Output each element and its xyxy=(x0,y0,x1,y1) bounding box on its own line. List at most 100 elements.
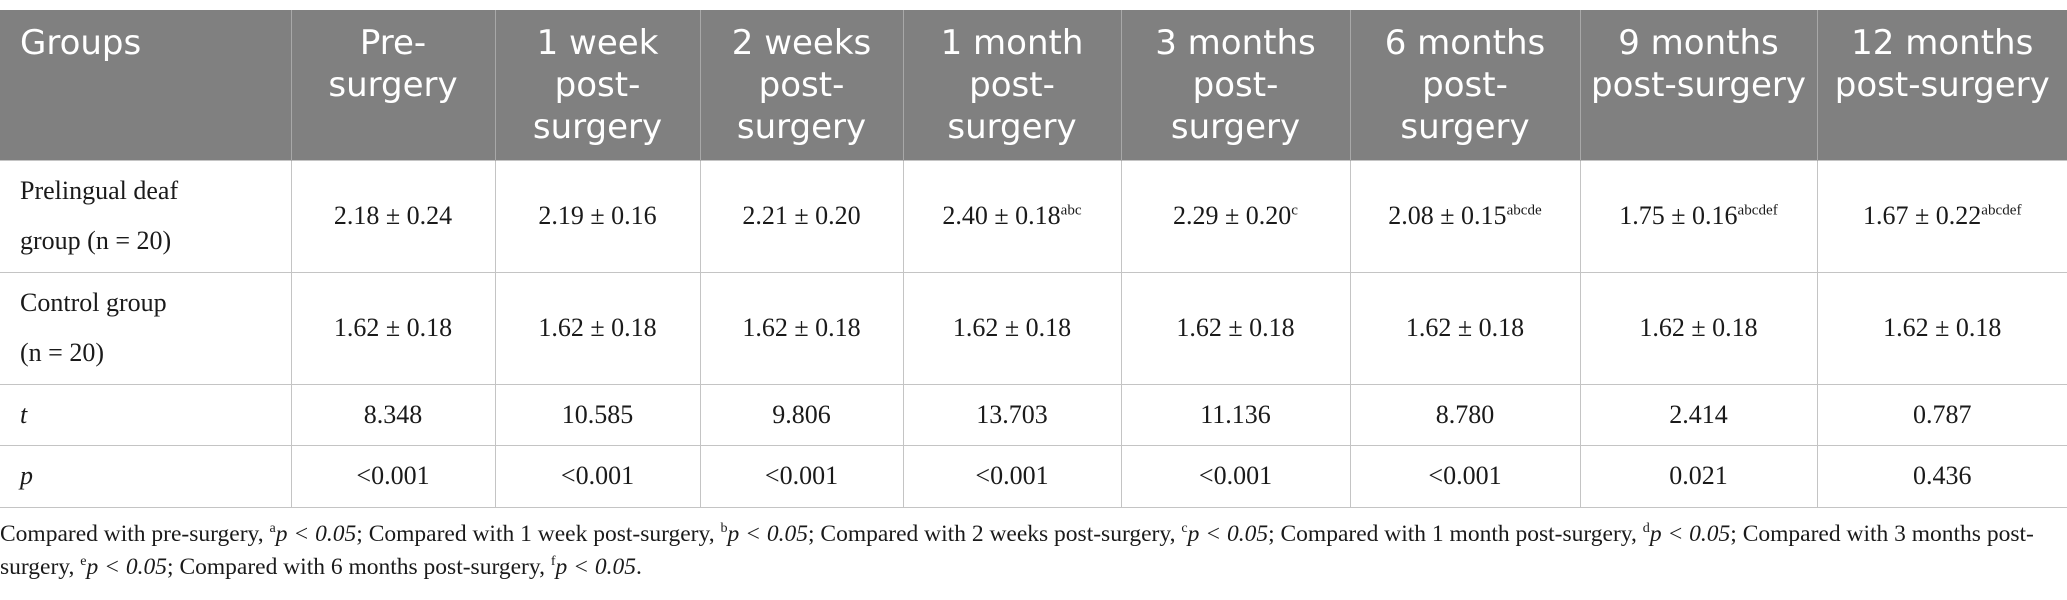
table-cell: 1.62 ± 0.18 xyxy=(700,272,904,385)
cell-value: 13.703 xyxy=(976,399,1048,429)
row-label-line2: (n = 20) xyxy=(20,338,104,367)
row-label: p xyxy=(0,445,292,508)
cell-value: 2.29 ± 0.20 xyxy=(1173,201,1292,230)
row-t-statistic: t 8.348 10.585 9.806 13.703 11.136 8.780 2.414 0… xyxy=(0,384,2067,446)
footnote-condition: p < 0.05 xyxy=(1649,521,1731,547)
cell-value: 0.436 xyxy=(1913,461,1972,490)
cell-value: 8.780 xyxy=(1435,399,1495,429)
table-cell: 2.40 ± 0.18abc xyxy=(903,159,1122,273)
table-cell: 1.62 ± 0.18 xyxy=(1580,272,1818,385)
results-table: Groups Pre-surgery 1 week post-surgery 2… xyxy=(0,10,2067,508)
table-cell: 8.780 xyxy=(1350,384,1581,446)
table-cell: 1.67 ± 0.22abcdef xyxy=(1817,159,2067,273)
row-label-line1: Control group xyxy=(20,288,167,317)
cell-value: 1.62 ± 0.18 xyxy=(1176,313,1295,342)
footnote-mark: d xyxy=(1642,520,1650,537)
cell-value: 1.62 ± 0.18 xyxy=(1639,313,1758,342)
column-header-groups: Groups xyxy=(0,10,292,160)
row-label-line1: p xyxy=(20,461,33,490)
cell-value: <0.001 xyxy=(1198,461,1273,490)
cell-value: 2.08 ± 0.15 xyxy=(1388,201,1507,230)
cell-value: 2.19 ± 0.16 xyxy=(538,201,657,230)
cell-value: 10.585 xyxy=(561,399,634,429)
significance-marks: abcdef xyxy=(1737,202,1778,219)
significance-marks: abcde xyxy=(1506,202,1542,219)
footnote-mark: f xyxy=(550,553,556,570)
table-cell: 1.62 ± 0.18 xyxy=(495,272,701,385)
table-cell: 2.08 ± 0.15abcde xyxy=(1350,159,1581,273)
table-cell: 10.585 xyxy=(495,384,701,446)
table-cell: 0.436 xyxy=(1817,445,2067,508)
row-prelingual-deaf-group: Prelingual deaf group (n = 20) 2.18 ± 0.24… xyxy=(0,159,2067,273)
cell-value: 2.414 xyxy=(1669,399,1728,429)
row-p-value: p <0.001 <0.001 <0.001 <0.001 <0.001 <0.001 0.0… xyxy=(0,445,2067,508)
row-label: Prelingual deaf group (n = 20) xyxy=(0,159,292,273)
column-header-2-weeks: 2 weeks post-surgery xyxy=(700,10,904,160)
significance-marks: c xyxy=(1291,202,1298,219)
column-header-9-months: 9 months post-surgery xyxy=(1580,10,1818,160)
table-cell: 1.62 ± 0.18 xyxy=(291,272,496,385)
table-cell: <0.001 xyxy=(495,445,701,508)
column-header-12-months: 12 months post-surgery xyxy=(1817,10,2067,160)
table-cell: 8.348 xyxy=(291,384,496,446)
row-label: Control group (n = 20) xyxy=(0,272,292,385)
footnote-mark: c xyxy=(1181,520,1188,537)
footnote-condition: p < 0.05 xyxy=(86,554,168,580)
cell-value: 1.62 ± 0.18 xyxy=(333,313,453,342)
table-cell: 13.703 xyxy=(903,384,1122,446)
cell-value: <0.001 xyxy=(975,461,1049,490)
table-cell: 2.19 ± 0.16 xyxy=(495,159,701,273)
cell-value: <0.001 xyxy=(560,461,635,490)
footnote-mark: a xyxy=(269,520,276,537)
footnote-prefix: Compared with 2 weeks post-surgery, xyxy=(820,521,1182,547)
row-label-line1: t xyxy=(20,399,28,429)
footnote-prefix: Compared with 6 months post-surgery, xyxy=(179,554,551,580)
cell-value: 8.348 xyxy=(363,399,423,429)
table-cell: 9.806 xyxy=(700,384,904,446)
significance-marks: abcdef xyxy=(1981,202,2022,219)
cell-value: 0.787 xyxy=(1913,399,1972,429)
cell-value: 1.67 ± 0.22 xyxy=(1863,201,1982,230)
cell-value: 0.021 xyxy=(1669,461,1728,490)
table-cell: 1.62 ± 0.18 xyxy=(1121,272,1351,385)
cell-value: <0.001 xyxy=(764,461,839,490)
cell-value: 1.62 ± 0.18 xyxy=(1405,313,1525,342)
column-header-pre-surgery: Pre-surgery xyxy=(291,10,496,160)
table-cell: 0.021 xyxy=(1580,445,1818,508)
cell-value: <0.001 xyxy=(1428,461,1502,490)
column-header-1-month: 1 month post-surgery xyxy=(903,10,1122,160)
row-label: t xyxy=(0,384,292,446)
column-header-1-week: 1 week post-surgery xyxy=(495,10,701,160)
footnote-prefix: Compared with 1 month post-surgery, xyxy=(1280,521,1643,547)
cell-value: <0.001 xyxy=(356,461,430,490)
cell-value: 1.62 ± 0.18 xyxy=(1883,313,2002,342)
table-cell: 2.18 ± 0.24 xyxy=(291,159,496,273)
cell-value: 1.62 ± 0.18 xyxy=(538,313,657,342)
table-footnote: Compared with pre-surgery, ap < 0.05; Co… xyxy=(0,520,2034,580)
cell-value: 1.62 ± 0.18 xyxy=(742,313,861,342)
table-cell: 1.75 ± 0.16abcdef xyxy=(1580,159,1818,273)
footnote-mark: b xyxy=(720,520,728,537)
table-cell: 11.136 xyxy=(1121,384,1351,446)
table-body: Prelingual deaf group (n = 20) 2.18 ± 0.24… xyxy=(0,159,2067,508)
cell-value: 9.806 xyxy=(772,399,831,429)
row-control-group: Control group (n = 20) 1.62 ± 0.18 1.62 ± 0… xyxy=(0,272,2067,385)
table-cell: <0.001 xyxy=(903,445,1122,508)
table-header: Groups Pre-surgery 1 week post-surgery 2… xyxy=(0,10,2067,160)
footnote-prefix: Compared with pre-surgery, xyxy=(0,521,270,547)
table-cell: 2.414 xyxy=(1580,384,1818,446)
cell-value: 2.18 ± 0.24 xyxy=(333,201,453,230)
cell-value: 2.21 ± 0.20 xyxy=(742,201,861,230)
table-cell: 1.62 ± 0.18 xyxy=(1817,272,2067,385)
column-header-3-months: 3 months post-surgery xyxy=(1121,10,1351,160)
table-cell: <0.001 xyxy=(1350,445,1581,508)
significance-marks: abc xyxy=(1060,202,1082,219)
table-cell: <0.001 xyxy=(291,445,496,508)
table-cell: 1.62 ± 0.18 xyxy=(903,272,1122,385)
cell-value: 1.75 ± 0.16 xyxy=(1619,201,1738,230)
row-label-line2: group (n = 20) xyxy=(20,226,172,255)
table-cell: <0.001 xyxy=(1121,445,1351,508)
footnote-mark: e xyxy=(80,553,87,570)
header-row: Groups Pre-surgery 1 week post-surgery 2… xyxy=(0,10,2067,160)
table-cell: 2.21 ± 0.20 xyxy=(700,159,904,273)
